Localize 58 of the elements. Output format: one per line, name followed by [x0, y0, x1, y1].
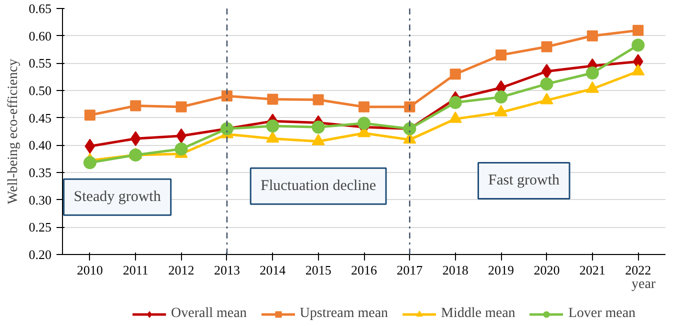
- y-tick-label: 0.45: [28, 110, 52, 126]
- point: [494, 90, 508, 104]
- point: [221, 90, 232, 102]
- point: [358, 116, 370, 130]
- y-tick-label: 0.55: [28, 56, 52, 71]
- x-tick-label: 2014: [260, 262, 286, 278]
- x-tick-label: 2013: [214, 262, 240, 278]
- legend-label: Middle mean: [441, 306, 516, 322]
- y-tick-label: 0.60: [28, 28, 52, 44]
- point: [266, 120, 280, 133]
- y-tick-label: 0.20: [28, 247, 52, 262]
- x-tick-label: 2021: [579, 262, 606, 278]
- x-tick-label: 2022: [625, 262, 652, 278]
- x-tick-label: 2010: [76, 262, 103, 278]
- point: [174, 142, 188, 156]
- point: [130, 100, 142, 112]
- point: [448, 96, 462, 110]
- point: [176, 101, 187, 112]
- y-tick-label: 0.50: [28, 83, 52, 98]
- legend-label: Lover mean: [568, 306, 636, 322]
- point: [84, 138, 96, 154]
- point: [540, 77, 554, 90]
- point: [632, 24, 644, 36]
- point: [450, 68, 461, 80]
- y-tick-label: 0.25: [28, 220, 52, 235]
- point: [586, 30, 598, 42]
- y-tick-label: 0.40: [28, 138, 52, 153]
- x-axis-title: year: [632, 277, 656, 292]
- x-tick-label: 2020: [534, 262, 560, 278]
- annotation: Fluctuation decline: [260, 178, 376, 194]
- x-tick-label: 2019: [488, 262, 514, 278]
- point: [312, 94, 324, 106]
- point: [496, 49, 507, 60]
- x-tick-label: 2018: [442, 262, 468, 278]
- point: [586, 66, 599, 80]
- x-tick-label: 2015: [305, 262, 332, 278]
- point: [84, 110, 96, 121]
- point: [404, 101, 416, 112]
- point: [358, 101, 370, 112]
- annotation: Fast growth: [488, 172, 560, 189]
- point: [632, 38, 645, 52]
- y-tick-label: 0.30: [28, 192, 52, 208]
- annotation: Steady growth: [74, 189, 162, 206]
- point: [267, 94, 278, 105]
- y-tick-label: 0.35: [28, 165, 52, 180]
- y-axis-title: Well-being eco-efficiency: [6, 58, 21, 204]
- y-tick-label: 0.65: [28, 1, 52, 16]
- point: [312, 120, 325, 134]
- x-tick-label: 2016: [351, 262, 378, 278]
- x-tick-label: 2011: [122, 262, 148, 278]
- point: [129, 148, 142, 162]
- x-tick-label: 2017: [396, 262, 424, 278]
- legend-label: Overall mean: [171, 306, 247, 322]
- point: [130, 131, 141, 146]
- x-tick-label: 2012: [168, 262, 194, 278]
- point: [541, 41, 552, 52]
- point: [83, 156, 96, 170]
- legend-label: Upstream mean: [300, 306, 388, 322]
